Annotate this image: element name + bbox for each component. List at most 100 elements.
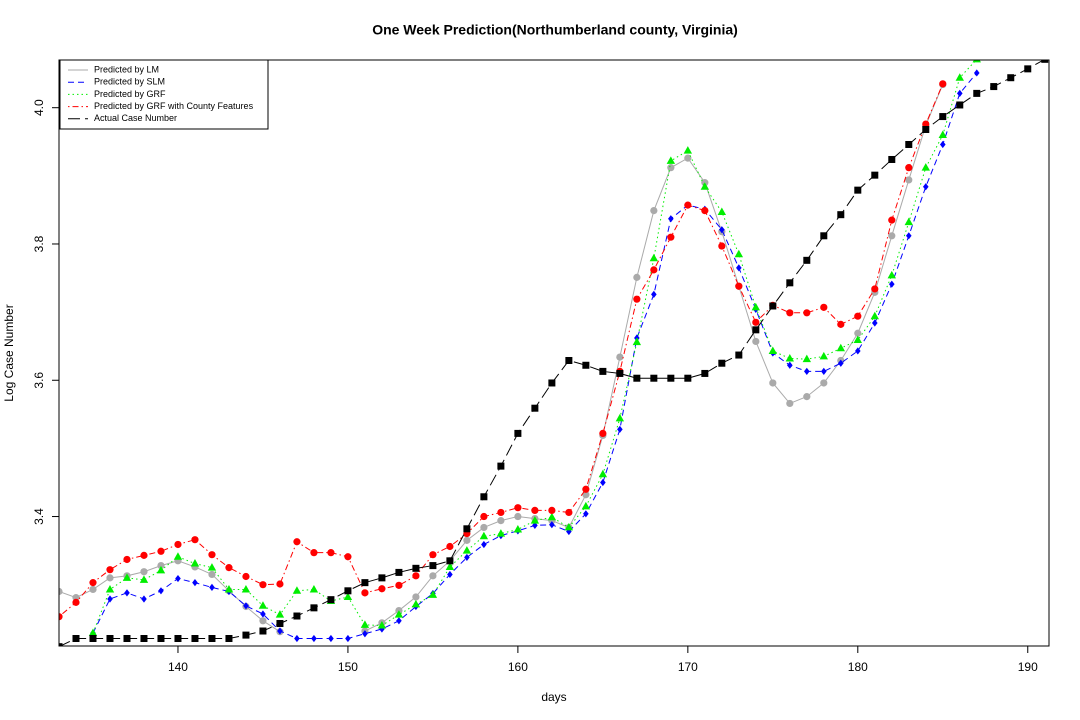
point <box>327 596 335 604</box>
point <box>513 524 523 533</box>
point <box>72 598 80 606</box>
point <box>564 522 574 531</box>
point <box>854 347 861 355</box>
point <box>598 469 608 478</box>
point <box>972 60 981 63</box>
point <box>854 312 862 320</box>
point <box>411 599 421 608</box>
point <box>888 155 896 163</box>
point <box>785 353 795 362</box>
point <box>565 356 573 364</box>
series-line <box>59 60 1045 646</box>
point <box>157 635 165 643</box>
y-tick-label: 4.0 <box>32 99 46 116</box>
point <box>853 335 862 344</box>
point <box>804 367 810 375</box>
point <box>802 354 812 363</box>
point <box>259 617 267 625</box>
point <box>650 206 658 215</box>
point <box>922 120 930 128</box>
point <box>480 512 488 521</box>
point <box>122 573 132 581</box>
legend: Predicted by LM Predicted by SLM Predicted… <box>59 59 269 130</box>
point <box>632 337 642 346</box>
point <box>497 508 505 517</box>
point <box>105 584 115 593</box>
point <box>174 540 182 549</box>
point <box>293 538 301 546</box>
point <box>819 351 829 360</box>
point <box>344 553 352 561</box>
x-tick-label: 170 <box>678 660 698 674</box>
point <box>922 126 930 134</box>
point <box>854 329 862 337</box>
point <box>1041 60 1049 63</box>
point <box>854 186 862 194</box>
point <box>838 359 844 367</box>
point <box>752 326 760 334</box>
point <box>59 587 63 596</box>
point <box>361 589 369 597</box>
y-tick-label: 3.4 <box>32 508 46 525</box>
point <box>412 572 420 580</box>
point <box>277 627 283 635</box>
point <box>191 635 199 643</box>
point <box>311 634 317 643</box>
point <box>888 216 896 224</box>
point <box>990 83 998 91</box>
point <box>72 635 80 643</box>
point <box>531 506 539 515</box>
point <box>445 562 455 570</box>
point <box>718 242 726 250</box>
point <box>258 601 268 609</box>
point <box>548 379 556 387</box>
point <box>446 557 454 565</box>
chart-title: One Week Prediction(Northumberland count… <box>372 22 738 38</box>
plot-area <box>59 60 1049 646</box>
point <box>599 367 607 375</box>
point <box>242 631 250 639</box>
point <box>361 579 369 587</box>
point <box>939 140 946 149</box>
point <box>310 604 318 612</box>
point <box>973 69 980 77</box>
point <box>633 374 641 382</box>
point <box>735 351 743 359</box>
point <box>292 586 302 594</box>
point <box>123 555 131 564</box>
point <box>497 462 505 470</box>
point <box>955 73 964 81</box>
legend-label: Predicted by GRF <box>94 89 166 99</box>
point <box>684 201 692 209</box>
point <box>294 634 300 643</box>
point <box>769 379 777 387</box>
point <box>514 504 522 512</box>
point <box>803 393 811 401</box>
point <box>174 635 182 643</box>
point <box>343 592 353 600</box>
point <box>496 529 506 537</box>
point <box>377 621 387 629</box>
point <box>956 89 963 97</box>
point <box>617 425 623 433</box>
x-tick-label: 180 <box>848 660 868 674</box>
y-tick-label: 3.6 <box>32 372 46 389</box>
point <box>700 182 710 190</box>
point <box>140 635 148 643</box>
point <box>225 564 233 572</box>
legend-label: Predicted by SLM <box>94 77 165 87</box>
point <box>956 101 964 109</box>
point <box>139 575 149 583</box>
point <box>871 171 879 179</box>
point <box>243 602 249 610</box>
point <box>123 635 131 643</box>
point <box>157 547 165 555</box>
point <box>378 574 386 582</box>
point <box>820 303 828 311</box>
point <box>734 249 744 258</box>
point <box>192 579 198 587</box>
point <box>547 512 557 521</box>
point <box>905 176 913 184</box>
point <box>582 491 590 499</box>
point <box>225 635 233 643</box>
